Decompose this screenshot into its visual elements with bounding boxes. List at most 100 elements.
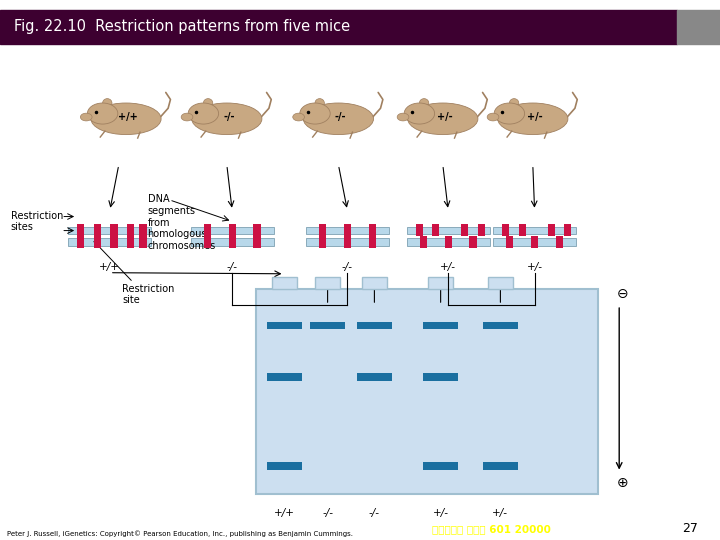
- Bar: [415, 225, 423, 236]
- Bar: [127, 237, 134, 248]
- Bar: [483, 322, 518, 329]
- Ellipse shape: [404, 103, 435, 124]
- Bar: [357, 373, 392, 381]
- Text: +/-: +/-: [433, 508, 449, 518]
- Text: -/-: -/-: [227, 262, 238, 272]
- Bar: [77, 225, 84, 236]
- Bar: [310, 322, 345, 329]
- Text: -/-: -/-: [223, 112, 235, 122]
- Bar: [502, 225, 509, 236]
- Bar: [362, 277, 387, 289]
- Bar: [432, 225, 439, 236]
- Bar: [127, 225, 134, 236]
- Bar: [94, 225, 101, 236]
- Ellipse shape: [293, 113, 305, 121]
- Bar: [253, 225, 261, 236]
- Bar: [344, 237, 351, 248]
- Bar: [204, 237, 211, 248]
- Bar: [444, 237, 452, 248]
- Bar: [306, 227, 389, 234]
- Ellipse shape: [509, 99, 518, 107]
- Bar: [229, 225, 236, 236]
- Ellipse shape: [498, 103, 568, 134]
- Text: DNA
segments
from
homologous
chromosomes: DNA segments from homologous chromosomes: [148, 194, 216, 251]
- Bar: [110, 225, 117, 236]
- Ellipse shape: [315, 99, 324, 107]
- Text: 27: 27: [683, 522, 698, 535]
- Bar: [548, 225, 555, 236]
- Ellipse shape: [408, 103, 478, 134]
- Bar: [191, 239, 274, 246]
- Bar: [94, 237, 101, 248]
- Ellipse shape: [102, 99, 112, 107]
- Bar: [493, 227, 576, 234]
- Bar: [319, 237, 326, 248]
- Ellipse shape: [487, 113, 499, 121]
- Text: $\ominus$: $\ominus$: [616, 287, 628, 301]
- Bar: [357, 322, 392, 329]
- Text: -/-: -/-: [335, 112, 346, 122]
- Text: +/-: +/-: [527, 112, 543, 122]
- Text: $\oplus$: $\oplus$: [616, 476, 628, 490]
- Bar: [420, 237, 427, 248]
- Bar: [253, 237, 261, 248]
- Bar: [344, 225, 351, 236]
- Bar: [469, 237, 477, 248]
- Text: +/-: +/-: [492, 508, 508, 518]
- Bar: [140, 237, 147, 248]
- Bar: [531, 237, 539, 248]
- Text: +/+: +/+: [274, 508, 295, 518]
- Text: +/+: +/+: [119, 112, 138, 122]
- Ellipse shape: [419, 99, 429, 107]
- Bar: [0, 10, 677, 44]
- Bar: [256, 289, 598, 494]
- Text: Fig. 22.10  Restriction patterns from five mice: Fig. 22.10 Restriction patterns from fiv…: [14, 19, 351, 35]
- Text: Peter J. Russell, iGenetics: Copyright© Pearson Education, Inc., publishing as B: Peter J. Russell, iGenetics: Copyright© …: [7, 531, 354, 537]
- Bar: [493, 239, 576, 246]
- Bar: [68, 227, 151, 234]
- Bar: [77, 237, 84, 248]
- Text: +/+: +/+: [99, 262, 120, 272]
- Text: -/-: -/-: [322, 508, 333, 518]
- Bar: [267, 462, 302, 470]
- Ellipse shape: [81, 113, 92, 121]
- Bar: [483, 462, 518, 470]
- Bar: [267, 322, 302, 329]
- Ellipse shape: [397, 113, 409, 121]
- Text: +/-: +/-: [526, 262, 543, 272]
- Text: Restriction
site: Restriction site: [122, 284, 175, 305]
- Bar: [68, 239, 151, 246]
- Bar: [191, 227, 274, 234]
- Ellipse shape: [494, 103, 525, 124]
- Ellipse shape: [181, 113, 193, 121]
- Bar: [428, 277, 453, 289]
- Text: 台大農藝系 遙傳學 601 20000: 台大農藝系 遙傳學 601 20000: [432, 524, 551, 535]
- Bar: [407, 239, 490, 246]
- Bar: [369, 237, 376, 248]
- Bar: [677, 10, 720, 44]
- Bar: [407, 227, 490, 234]
- Ellipse shape: [87, 103, 118, 124]
- Bar: [140, 225, 147, 236]
- Bar: [556, 237, 563, 248]
- Ellipse shape: [303, 103, 374, 134]
- Text: -/-: -/-: [342, 262, 353, 272]
- Bar: [267, 373, 302, 381]
- Bar: [461, 225, 468, 236]
- Bar: [272, 277, 297, 289]
- Text: Restriction
sites: Restriction sites: [11, 211, 63, 232]
- Bar: [488, 277, 513, 289]
- Text: +/-: +/-: [440, 262, 456, 272]
- Text: +/-: +/-: [437, 112, 453, 122]
- Bar: [423, 322, 458, 329]
- Bar: [506, 237, 513, 248]
- Ellipse shape: [188, 103, 219, 124]
- Ellipse shape: [91, 103, 161, 134]
- Bar: [306, 239, 389, 246]
- Text: -/-: -/-: [369, 508, 380, 518]
- Bar: [110, 237, 117, 248]
- Bar: [564, 225, 572, 236]
- Bar: [518, 225, 526, 236]
- Bar: [229, 237, 236, 248]
- Ellipse shape: [192, 103, 262, 134]
